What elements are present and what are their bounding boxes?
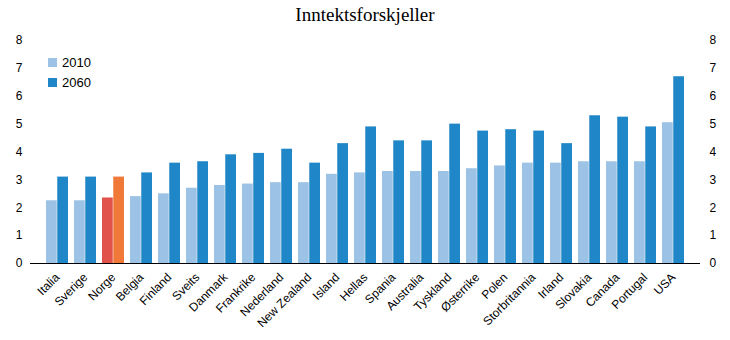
svg-text:Polen: Polen xyxy=(478,270,511,302)
svg-text:4: 4 xyxy=(16,145,23,159)
svg-text:0: 0 xyxy=(16,256,23,270)
svg-text:7: 7 xyxy=(710,61,717,75)
svg-text:Canada: Canada xyxy=(582,270,623,310)
svg-text:3: 3 xyxy=(710,173,717,187)
html-text:Inntektsforskjeller: Inntektsforskjeller xyxy=(295,4,435,25)
svg-text:Danmark: Danmark xyxy=(186,270,231,315)
svg-text:Tyskland: Tyskland xyxy=(410,270,455,314)
svg-text:2: 2 xyxy=(16,201,23,215)
svg-text:New Zealand: New Zealand xyxy=(254,270,314,330)
svg-text:Storbritannia: Storbritannia xyxy=(480,270,538,328)
svg-text:1: 1 xyxy=(16,228,23,242)
svg-text:Sveits: Sveits xyxy=(169,270,203,304)
html-text:2060: 2060 xyxy=(62,74,91,90)
svg-text:3: 3 xyxy=(16,173,23,187)
svg-text:Irland: Irland xyxy=(535,270,567,302)
svg-text:Norge: Norge xyxy=(85,270,118,303)
svg-text:Frankrike: Frankrike xyxy=(213,270,259,316)
svg-text:Spania: Spania xyxy=(362,270,399,307)
svg-text:8: 8 xyxy=(16,33,23,47)
svg-text:Portugal: Portugal xyxy=(609,270,651,312)
svg-text:Hellas: Hellas xyxy=(336,270,371,304)
svg-text:7: 7 xyxy=(16,61,23,75)
svg-text:Belgia: Belgia xyxy=(112,270,147,304)
svg-text:6: 6 xyxy=(710,89,717,103)
svg-text:8: 8 xyxy=(710,33,717,47)
svg-text:USA: USA xyxy=(651,270,678,297)
svg-text:6: 6 xyxy=(16,89,23,103)
svg-text:0: 0 xyxy=(710,256,717,270)
svg-text:Finland: Finland xyxy=(137,270,175,308)
svg-text:5: 5 xyxy=(16,117,23,131)
svg-text:4: 4 xyxy=(710,145,717,159)
svg-text:Australia: Australia xyxy=(383,270,427,314)
svg-text:Nederland: Nederland xyxy=(237,270,287,320)
svg-text:2: 2 xyxy=(710,201,717,215)
svg-text:5: 5 xyxy=(710,117,717,131)
svg-text:Sverige: Sverige xyxy=(52,270,91,309)
svg-text:1: 1 xyxy=(710,228,717,242)
svg-text:Østerrike: Østerrike xyxy=(438,270,483,315)
html-text:2010: 2010 xyxy=(62,54,91,70)
svg-text:Slovakia: Slovakia xyxy=(552,270,595,313)
svg-text:Italia: Italia xyxy=(34,270,63,299)
svg-text:Island: Island xyxy=(310,270,343,303)
